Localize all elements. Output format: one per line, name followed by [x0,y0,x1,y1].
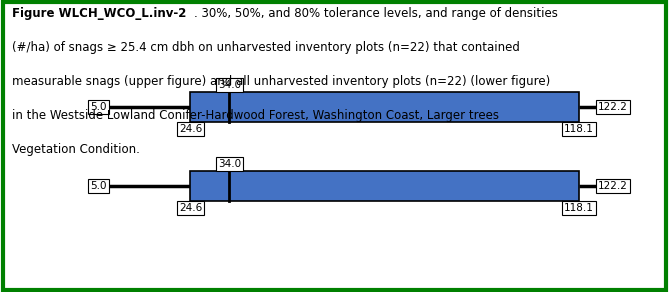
Text: 118.1: 118.1 [564,203,593,213]
Text: measurable snags (upper figure) and all unharvested inventory plots (n=22) (lowe: measurable snags (upper figure) and all … [12,75,551,88]
Text: 24.6: 24.6 [179,203,202,213]
Text: Vegetation Condition.: Vegetation Condition. [12,143,140,156]
Bar [191,171,579,201]
Text: in the Westside Lowland Conifer-Hardwood Forest, Washington Coast, Larger trees: in the Westside Lowland Conifer-Hardwood… [12,109,499,122]
Text: . 30%, 50%, and 80% tolerance levels, and range of densities: . 30%, 50%, and 80% tolerance levels, an… [194,7,558,20]
Text: Figure WLCH_WCO_L.inv-2: Figure WLCH_WCO_L.inv-2 [12,7,187,20]
Text: (#/ha) of snags ≥ 25.4 cm dbh on unharvested inventory plots (n=22) that contain: (#/ha) of snags ≥ 25.4 cm dbh on unharve… [12,41,520,54]
Text: 122.2: 122.2 [597,102,628,112]
Text: 24.6: 24.6 [179,124,202,134]
Bar [191,93,579,122]
Text: 34.0: 34.0 [218,159,241,169]
Text: 5.0: 5.0 [90,102,107,112]
Text: 118.1: 118.1 [564,124,593,134]
Text: 5.0: 5.0 [90,181,107,191]
Text: 122.2: 122.2 [597,181,628,191]
Text: 34.0: 34.0 [218,80,241,90]
